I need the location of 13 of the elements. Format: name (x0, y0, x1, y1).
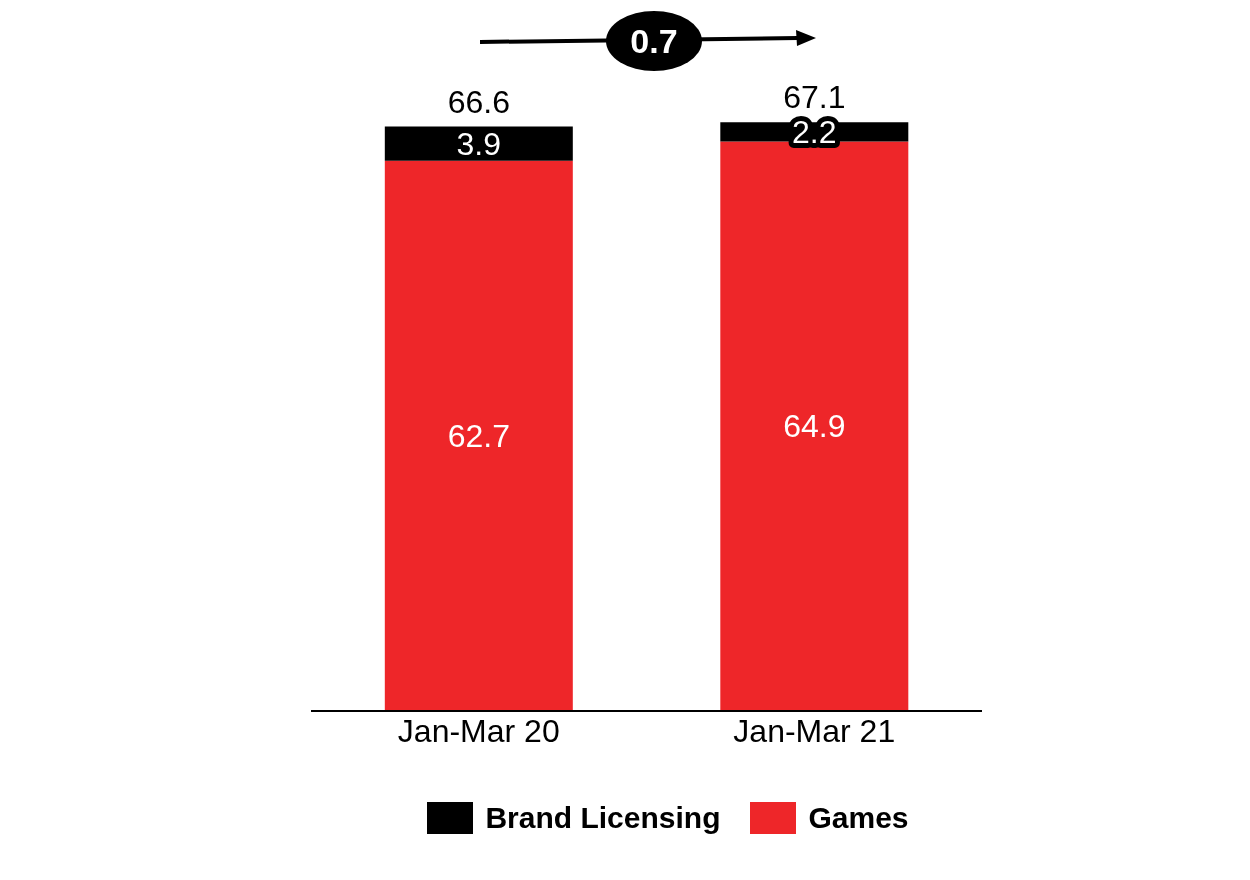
total-label: 66.6 (447, 83, 510, 120)
total-label: 67.1 (783, 79, 846, 116)
data-label: 3.9 (456, 125, 502, 162)
x-tick-label: Jan-Mar 20 (397, 712, 560, 749)
bar (720, 141, 909, 711)
x-tick-label: Jan-Mar 21 (733, 712, 896, 749)
legend-label: Games (808, 801, 909, 835)
data-label: 62.7 (447, 417, 510, 454)
legend-label: Brand Licensing (485, 801, 721, 835)
data-label: 64.9 (783, 408, 846, 445)
text: 0.7 (630, 22, 678, 60)
data-label: 2.2 (792, 113, 837, 150)
bar (384, 160, 573, 711)
